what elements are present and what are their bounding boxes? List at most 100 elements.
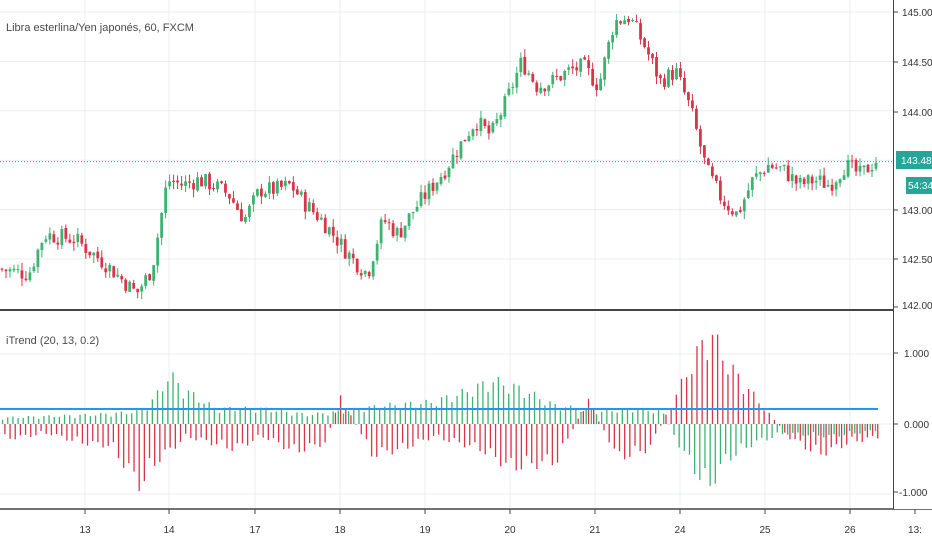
candle-up — [778, 166, 782, 168]
candle-up — [32, 266, 36, 271]
candle-down — [659, 75, 662, 78]
candle-down — [443, 175, 447, 179]
candle-up — [48, 233, 52, 240]
candle-down — [774, 167, 778, 169]
candle-down — [671, 70, 674, 80]
candle-up — [750, 177, 754, 190]
candle-up — [782, 164, 786, 167]
symbol-legend[interactable]: Libra esterlina/Yen japonés, 60, FXCM — [6, 22, 194, 34]
candle-up — [826, 185, 830, 187]
time-label-24: 24 — [674, 525, 686, 536]
candle-up — [814, 180, 818, 183]
candle-up — [252, 195, 255, 205]
candle-down — [786, 165, 790, 181]
candle-down — [224, 183, 227, 193]
candle-up — [248, 205, 251, 217]
price-tick-143: 143.000 — [902, 206, 932, 217]
candle-down — [854, 160, 858, 172]
candle-down — [232, 198, 235, 203]
candle-up — [758, 172, 762, 175]
candle-up — [603, 57, 607, 80]
candle-up — [403, 225, 407, 238]
candle-up — [818, 175, 822, 180]
candle-up — [746, 190, 750, 198]
time-label-13: 13 — [79, 525, 91, 536]
candle-down — [663, 78, 666, 87]
candle-up — [244, 216, 247, 222]
candle-up — [168, 181, 172, 187]
candle-up — [267, 182, 271, 194]
price-tick-145: 145.000 — [902, 8, 932, 19]
candle-up — [76, 233, 80, 243]
candle-up — [503, 96, 507, 117]
candle-down — [56, 242, 60, 245]
indicator-legend[interactable]: iTrend (20, 13, 0.2) — [6, 335, 99, 347]
candle-down — [714, 175, 718, 181]
time-label-20: 20 — [504, 525, 516, 536]
candle-up — [16, 269, 20, 271]
candle-up — [152, 265, 156, 281]
candle-down — [315, 212, 319, 221]
candle-down — [96, 251, 100, 259]
candle-down — [591, 68, 595, 86]
candle-down — [367, 271, 371, 277]
candle-down — [64, 228, 68, 239]
candle-down — [531, 74, 535, 82]
candle-down — [770, 164, 774, 168]
candle-down — [647, 47, 650, 55]
indicator-tick-1: 1.000 — [904, 349, 929, 360]
candle-up — [495, 119, 499, 124]
price-tick-142-5: 142.500 — [902, 255, 932, 266]
candle-up — [363, 270, 367, 275]
indicator-tick-minus-1: -1.000 — [899, 488, 928, 499]
price-axis-panel[interactable] — [894, 0, 932, 509]
candle-down — [866, 164, 870, 173]
candle-down — [236, 203, 239, 210]
candle-down — [726, 205, 730, 211]
candle-down — [523, 56, 527, 75]
candle-down — [651, 53, 654, 59]
candle-down — [639, 23, 642, 40]
candle-up — [92, 252, 96, 256]
candle-down — [730, 211, 734, 215]
candle-down — [100, 257, 104, 268]
candle-down — [679, 68, 682, 77]
candle-up — [459, 141, 463, 159]
candle-down — [220, 181, 223, 183]
candle-down — [172, 180, 176, 182]
candle-up — [339, 238, 343, 245]
candle-up — [675, 68, 678, 80]
candle-down — [112, 266, 116, 278]
candle-up — [834, 182, 838, 190]
candle-up — [527, 73, 531, 75]
time-axis-labels[interactable]: 13 14 17 18 19 20 21 24 25 26 13: — [79, 525, 922, 536]
candle-down — [559, 76, 563, 81]
price-candles[interactable] — [0, 14, 878, 299]
candle-down — [355, 258, 359, 273]
price-tick-142: 142.000 — [902, 301, 932, 312]
candle-up — [667, 69, 670, 87]
candle-up — [156, 237, 160, 266]
candle-down — [279, 180, 283, 187]
countdown-tag — [906, 177, 932, 194]
candle-up — [411, 211, 415, 214]
candle-down — [635, 21, 638, 23]
candle-down — [583, 57, 587, 60]
candle-down — [84, 244, 88, 253]
candle-up — [283, 180, 287, 187]
candle-up — [611, 35, 615, 43]
candle-down — [575, 67, 579, 71]
candle-down — [323, 217, 327, 234]
itrend-histogram[interactable] — [1, 334, 879, 492]
candle-down — [543, 88, 547, 92]
candle-down — [132, 282, 136, 289]
candle-up — [447, 167, 451, 178]
candle-up — [846, 160, 850, 177]
candle-up — [467, 136, 471, 142]
candle-down — [587, 60, 591, 69]
candle-up — [256, 189, 259, 196]
candle-down — [212, 187, 215, 189]
candle-up — [631, 19, 634, 21]
candle-down — [335, 237, 339, 246]
